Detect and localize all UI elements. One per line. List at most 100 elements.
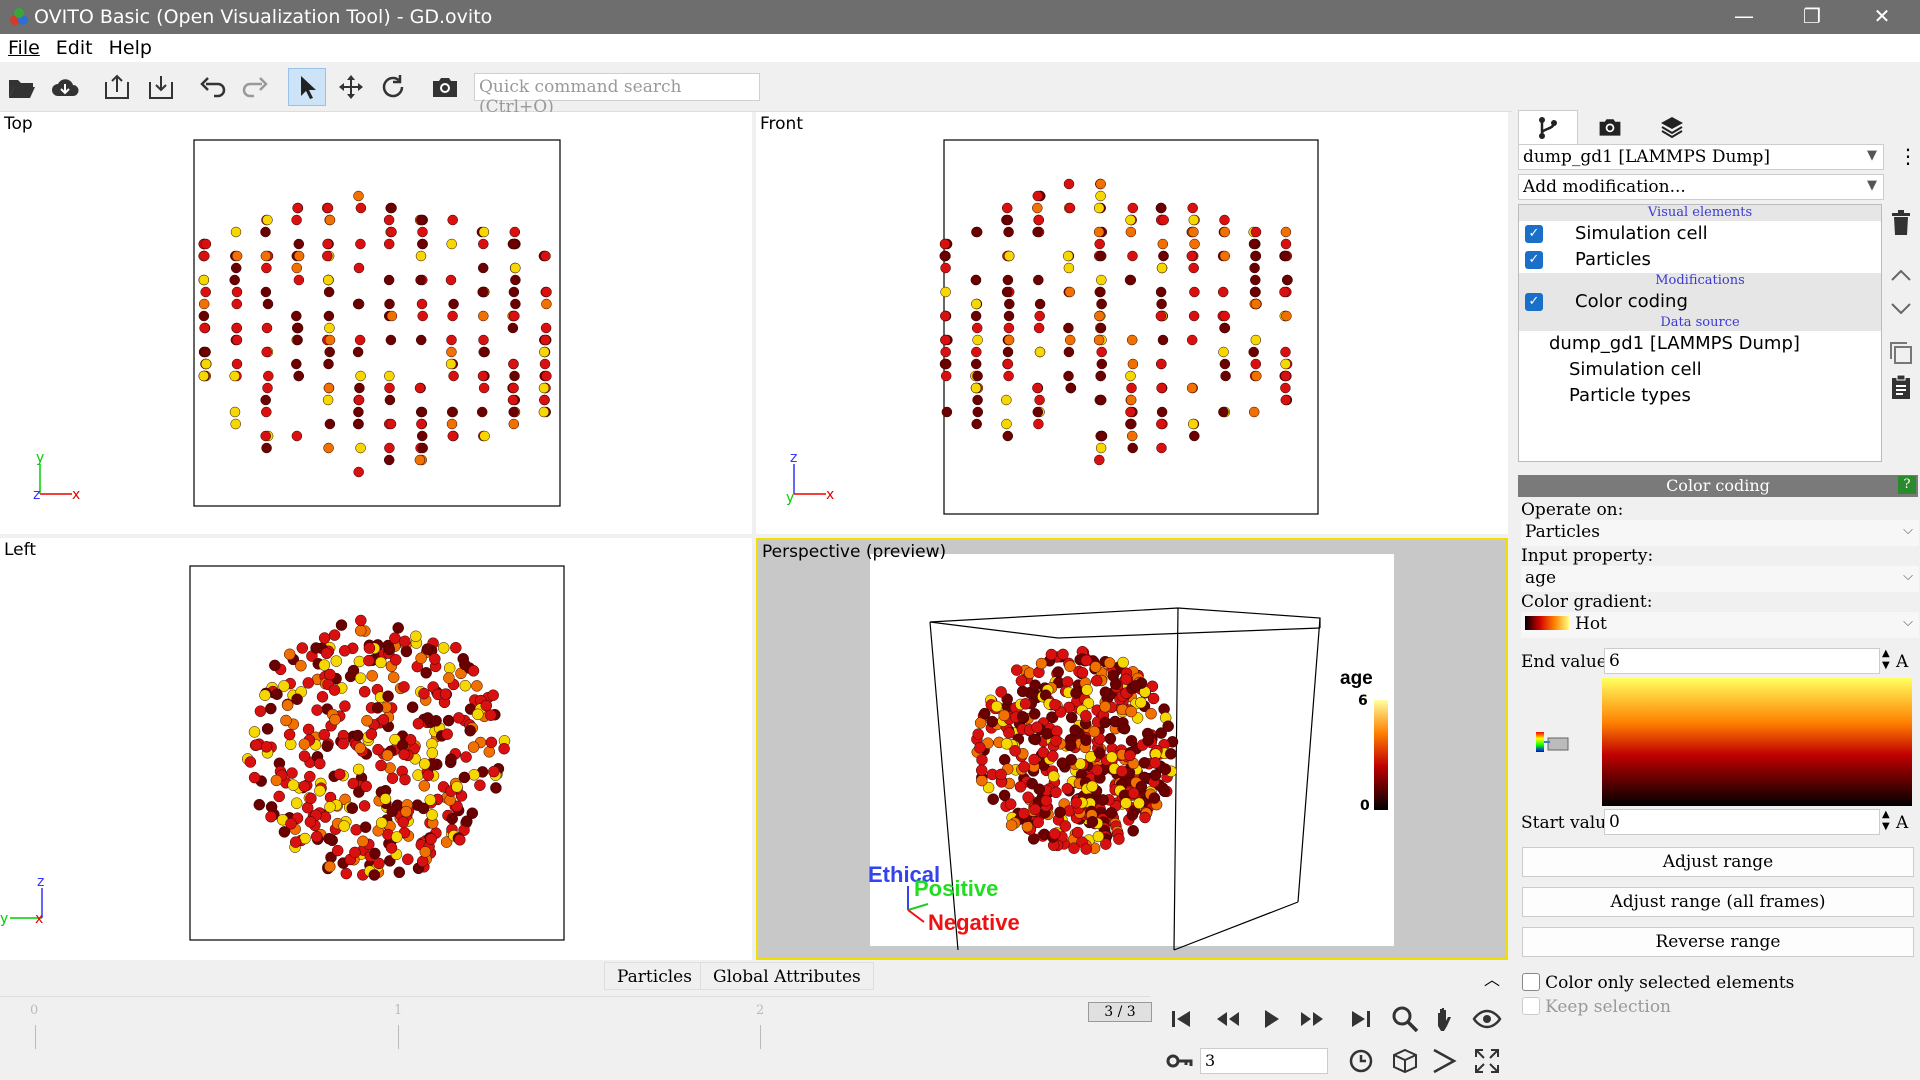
goto-start-button[interactable]	[1162, 1000, 1200, 1038]
paste-modifier-button[interactable]	[1886, 372, 1916, 402]
end-value-animate-button[interactable]: A	[1896, 652, 1909, 672]
orbit-button[interactable]	[1468, 1000, 1506, 1038]
move-down-button[interactable]	[1886, 294, 1916, 324]
pan-button[interactable]	[1426, 1000, 1464, 1038]
previous-frame-button[interactable]	[1208, 1000, 1246, 1038]
delete-modifier-button[interactable]	[1886, 208, 1916, 238]
redo-button[interactable]	[236, 68, 274, 106]
input-property-dropdown[interactable]: age ⌵	[1521, 566, 1919, 592]
maximize-viewport-button[interactable]	[1468, 1042, 1506, 1080]
particle	[1096, 298, 1107, 310]
adjust-range-all-frames-button[interactable]: Adjust range (all frames)	[1522, 887, 1914, 917]
close-button[interactable]: ✕	[1873, 4, 1891, 28]
fov-button[interactable]	[1426, 1042, 1464, 1080]
particle	[384, 394, 396, 406]
pipeline-item-source-cell[interactable]: Simulation cell	[1519, 357, 1881, 383]
viewport-left[interactable]: Left y z x	[0, 538, 752, 960]
operate-on-dropdown[interactable]: Particles ⌵	[1521, 520, 1919, 546]
pipeline-item-source[interactable]: dump_gd1 [LAMMPS Dump]	[1519, 331, 1881, 357]
viewport-caption[interactable]: Left	[4, 540, 36, 560]
tab-global-attributes[interactable]: Global Attributes	[700, 962, 874, 990]
pipeline-menu-button[interactable]: ⋮	[1898, 144, 1918, 168]
start-value-animate-button[interactable]: A	[1896, 813, 1909, 833]
time-slider-handle[interactable]: 3 / 3	[1088, 1002, 1152, 1022]
start-value-spinner[interactable]: ▲ ▼	[1882, 809, 1890, 832]
pipeline-selector[interactable]: dump_gd1 [LAMMPS Dump] ▼	[1518, 144, 1884, 170]
visibility-checkbox[interactable]: ✓	[1525, 225, 1543, 243]
end-value-field[interactable]: 6	[1604, 648, 1880, 674]
particle	[340, 867, 353, 880]
menu-file[interactable]: File	[8, 37, 40, 59]
rotate-mode-button[interactable]	[374, 68, 412, 106]
add-modification-label: Add modification...	[1523, 177, 1686, 197]
particle	[291, 358, 302, 370]
checkbox-box[interactable]	[1522, 973, 1540, 991]
swap-colors-button[interactable]	[1536, 730, 1576, 758]
move-mode-button[interactable]	[332, 68, 370, 106]
particle	[1219, 226, 1231, 238]
end-value-spinner[interactable]: ▲ ▼	[1882, 648, 1890, 671]
pipeline-item-particle-types[interactable]: Particle types	[1519, 383, 1881, 409]
load-remote-button[interactable]	[46, 68, 84, 106]
tab-render[interactable]	[1580, 110, 1640, 144]
color-only-selected-checkbox[interactable]: Color only selected elements	[1522, 970, 1794, 993]
viewport-perspective[interactable]: Perspective (preview) age 6 0 Ethical Po…	[756, 538, 1508, 960]
data-inspector-tabs: Particles Global Attributes	[604, 962, 904, 990]
tab-particles[interactable]: Particles	[604, 962, 705, 990]
auto-key-button[interactable]	[1160, 1042, 1198, 1080]
color-gradient-dropdown[interactable]: Hot ⌵	[1521, 612, 1919, 638]
tab-pipeline[interactable]	[1518, 110, 1578, 144]
menu-edit[interactable]: Edit	[55, 37, 93, 59]
help-button[interactable]: ?	[1898, 476, 1916, 494]
keep-selection-checkbox[interactable]: Keep selection	[1522, 994, 1671, 1017]
tab-overlays[interactable]	[1642, 110, 1702, 144]
goto-end-button[interactable]	[1342, 1000, 1380, 1038]
copy-modifier-button[interactable]	[1886, 338, 1916, 368]
particle	[478, 226, 490, 238]
viewport-caption[interactable]: Top	[4, 114, 33, 134]
render-button[interactable]	[426, 68, 464, 106]
pipeline-item-particles[interactable]: ✓ Particles	[1519, 247, 1881, 273]
restore-button[interactable]: ❐	[1803, 4, 1821, 28]
minimize-button[interactable]: —	[1734, 4, 1754, 28]
play-button[interactable]	[1252, 1000, 1290, 1038]
expand-inspector-button[interactable]: ︿	[1484, 970, 1501, 989]
checkbox-box[interactable]	[1522, 997, 1540, 1015]
reverse-range-button[interactable]: Reverse range	[1522, 927, 1914, 957]
viewport-caption[interactable]: Perspective (preview)	[762, 542, 947, 562]
save-button[interactable]	[142, 68, 180, 106]
visibility-checkbox[interactable]: ✓	[1525, 251, 1543, 269]
export-button[interactable]	[98, 68, 136, 106]
viewport-front[interactable]: Front x z y	[756, 112, 1508, 534]
enable-checkbox[interactable]: ✓	[1525, 293, 1543, 311]
particle	[508, 358, 519, 370]
move-up-button[interactable]	[1886, 260, 1916, 290]
next-frame-button[interactable]	[1294, 1000, 1332, 1038]
viewport-top[interactable]: Top x y z	[0, 112, 752, 534]
selection-mode-button[interactable]	[288, 68, 326, 106]
pipeline-item-color-coding[interactable]: ✓ Color coding	[1519, 289, 1881, 315]
zoom-all-button[interactable]	[1386, 1042, 1424, 1080]
particle	[1248, 238, 1260, 250]
current-frame-spinner[interactable]: 3	[1200, 1048, 1328, 1074]
start-value-field[interactable]: 0	[1604, 809, 1880, 835]
particle	[1156, 298, 1167, 310]
quick-command-search[interactable]: Quick command search (Ctrl+Q)	[474, 73, 760, 117]
particle	[347, 777, 360, 790]
particle	[539, 394, 550, 406]
pipeline-item-simulation-cell[interactable]: ✓ Simulation cell	[1519, 221, 1881, 247]
viewport-caption[interactable]: Front	[760, 114, 803, 134]
menu-help[interactable]: Help	[108, 37, 152, 59]
undo-button[interactable]	[194, 68, 232, 106]
add-modification-dropdown[interactable]: Add modification... ▼	[1518, 174, 1884, 200]
particle	[349, 846, 361, 859]
zoom-button[interactable]	[1386, 1000, 1424, 1038]
animation-settings-button[interactable]	[1342, 1042, 1380, 1080]
particle	[417, 310, 428, 322]
animation-timeline[interactable]: 0 1 2	[0, 996, 1150, 1080]
particle	[972, 728, 984, 740]
particle	[310, 642, 322, 654]
adjust-range-button[interactable]: Adjust range	[1522, 847, 1914, 877]
open-file-button[interactable]	[2, 68, 40, 106]
particle	[1250, 334, 1262, 346]
